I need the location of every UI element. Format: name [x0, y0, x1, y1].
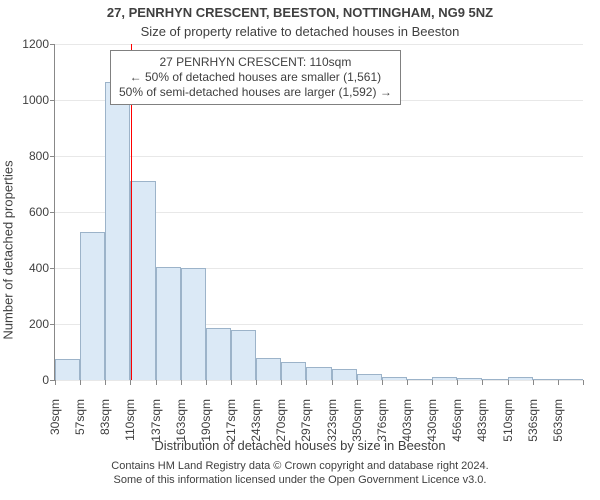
x-tick-mark [558, 380, 559, 385]
info-box-line: 27 PENRHYN CRESCENT: 110sqm [119, 55, 392, 70]
page-title: 27, PENRHYN CRESCENT, BEESTON, NOTTINGHA… [0, 5, 600, 20]
histogram-bar [281, 362, 306, 380]
x-tick-mark [432, 380, 433, 385]
x-tick-label: 57sqm [73, 393, 87, 435]
x-tick-mark [181, 380, 182, 385]
x-tick-label: 137sqm [149, 393, 163, 442]
footer-line: Some of this information licensed under … [0, 474, 600, 488]
x-tick-label: 190sqm [199, 393, 213, 442]
x-tick-label: 403sqm [400, 393, 414, 442]
x-tick-label: 536sqm [526, 393, 540, 442]
y-tick-label: 200 [29, 317, 55, 331]
y-tick-label: 1000 [22, 93, 55, 107]
y-tick-label: 600 [29, 205, 55, 219]
x-tick-mark [583, 380, 584, 385]
histogram-bar [181, 268, 206, 380]
histogram-bar [80, 232, 105, 380]
page-subtitle: Size of property relative to detached ho… [0, 24, 600, 39]
x-tick-label: 483sqm [475, 393, 489, 442]
x-tick-label: 323sqm [325, 393, 339, 442]
x-tick-mark [231, 380, 232, 385]
grid-line [55, 380, 583, 381]
histogram-bar [55, 359, 80, 380]
x-tick-mark [156, 380, 157, 385]
histogram-bar [357, 374, 382, 380]
y-tick-label: 800 [29, 149, 55, 163]
x-tick-mark [382, 380, 383, 385]
histogram-bar [332, 369, 357, 380]
x-tick-mark [533, 380, 534, 385]
histogram-bar [533, 379, 558, 380]
x-tick-mark [105, 380, 106, 385]
histogram-bar [105, 82, 130, 380]
histogram-bar [206, 328, 231, 380]
x-tick-label: 430sqm [425, 393, 439, 442]
x-tick-label: 297sqm [299, 393, 313, 442]
x-tick-label: 510sqm [501, 393, 515, 442]
chart-root: 27, PENRHYN CRESCENT, BEESTON, NOTTINGHA… [0, 0, 600, 500]
histogram-bar [432, 377, 457, 380]
y-tick-label: 400 [29, 261, 55, 275]
x-tick-mark [206, 380, 207, 385]
x-tick-mark [306, 380, 307, 385]
x-tick-label: 243sqm [249, 393, 263, 442]
histogram-bar [256, 358, 281, 380]
histogram-bar [558, 379, 583, 380]
x-tick-mark [407, 380, 408, 385]
info-box-line: 50% of semi-detached houses are larger (… [119, 85, 392, 100]
x-tick-label: 350sqm [350, 393, 364, 442]
histogram-bar [457, 378, 482, 380]
grid-line [55, 156, 583, 157]
x-tick-mark [80, 380, 81, 385]
x-tick-mark [256, 380, 257, 385]
histogram-bar [231, 330, 256, 380]
x-tick-mark [332, 380, 333, 385]
histogram-bar [306, 367, 331, 380]
grid-line [55, 44, 583, 45]
footer: Contains HM Land Registry data © Crown c… [0, 460, 600, 488]
x-tick-label: 163sqm [174, 393, 188, 442]
x-tick-label: 563sqm [551, 393, 565, 442]
x-tick-label: 30sqm [48, 393, 62, 435]
histogram-bar [508, 377, 533, 380]
histogram-bar [156, 267, 181, 380]
x-tick-mark [130, 380, 131, 385]
x-tick-mark [457, 380, 458, 385]
y-tick-label: 1200 [22, 37, 55, 51]
x-tick-mark [281, 380, 282, 385]
histogram-bar [382, 377, 407, 380]
x-tick-mark [482, 380, 483, 385]
x-tick-label: 270sqm [274, 393, 288, 442]
x-tick-label: 83sqm [98, 393, 112, 435]
x-tick-label: 376sqm [375, 393, 389, 442]
x-axis-label: Distribution of detached houses by size … [0, 438, 600, 453]
footer-line: Contains HM Land Registry data © Crown c… [0, 460, 600, 474]
x-tick-label: 110sqm [123, 393, 137, 441]
x-tick-label: 217sqm [224, 393, 238, 442]
y-axis-label: Number of detached properties [1, 160, 16, 339]
info-box-line: ← 50% of detached houses are smaller (1,… [119, 70, 392, 85]
x-tick-label: 456sqm [450, 393, 464, 442]
info-box: 27 PENRHYN CRESCENT: 110sqm ← 50% of det… [110, 50, 401, 105]
x-tick-mark [508, 380, 509, 385]
x-tick-mark [357, 380, 358, 385]
histogram-bar [407, 379, 432, 380]
x-tick-mark [55, 380, 56, 385]
histogram-bar [482, 379, 507, 380]
y-tick-label: 0 [42, 373, 55, 387]
histogram-bar [130, 181, 155, 380]
